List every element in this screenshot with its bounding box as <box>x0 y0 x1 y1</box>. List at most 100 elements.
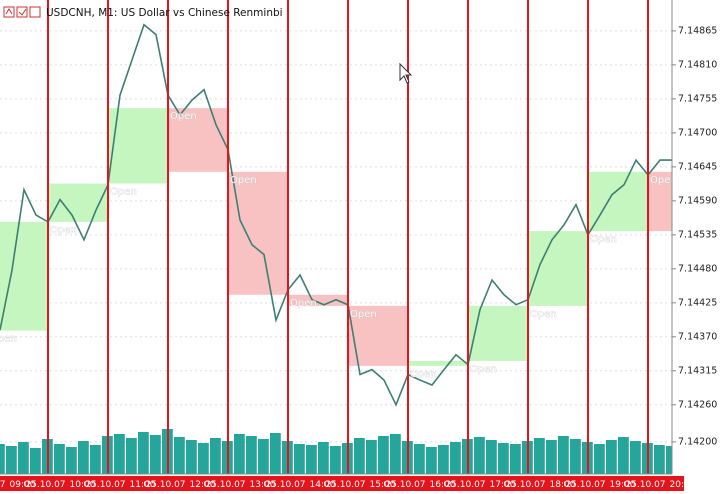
time-label-bg <box>252 476 324 491</box>
time-label-bg <box>192 476 264 491</box>
volume-bar <box>126 438 137 474</box>
hour-box <box>228 171 288 295</box>
volume-bar <box>30 448 41 474</box>
y-tick-label: 7.14425 <box>678 297 717 308</box>
time-label-date: 2025.10.07 <box>194 480 246 490</box>
time-label: 2025.10.07 09:00 <box>0 480 36 490</box>
time-label-date: 2025.10.07 <box>494 480 546 490</box>
plot-area: Open Open Open Open Open Open Open Open Open Open… <box>0 0 677 474</box>
time-label: 2025.10.07 19:00 <box>554 480 636 490</box>
time-label-time: 13:00 <box>250 480 276 490</box>
time-label-time: 17:00 <box>490 480 516 490</box>
volume-bar <box>378 436 389 474</box>
time-label-bg <box>312 476 384 491</box>
hour-box <box>648 171 672 232</box>
y-tick-label: 7.14200 <box>678 436 717 447</box>
time-label-date: 2025.10.07 <box>314 480 366 490</box>
volume-bar <box>186 440 197 474</box>
volume-bar <box>198 443 209 474</box>
y-tick-label: 7.14370 <box>678 331 717 342</box>
y-tick-label: 7.14535 <box>678 229 717 240</box>
hour-box <box>168 108 228 172</box>
hour-box <box>288 294 348 306</box>
volume-bar <box>366 440 377 474</box>
time-label-time: 20:00 <box>670 480 696 490</box>
y-tick-label: 7.14865 <box>678 25 717 36</box>
y-tick-label: 7.14810 <box>678 59 717 70</box>
open-label: Open <box>470 364 497 375</box>
time-label-date: 2025.10.07 <box>14 480 66 490</box>
time-label-time: 16:00 <box>430 480 456 490</box>
open-label: Open <box>590 234 617 245</box>
volume-bar <box>618 437 629 474</box>
volume-bar <box>666 446 677 474</box>
volume-bar <box>54 444 65 474</box>
volume-bar <box>546 440 557 474</box>
time-label: 2025.10.07 20:00 <box>614 480 696 490</box>
volume-bar <box>390 434 401 474</box>
hour-box <box>108 108 168 184</box>
time-label-date: 2025.10.07 <box>554 480 606 490</box>
volume-bar <box>0 444 5 474</box>
icon <box>18 8 27 16</box>
volume-bar <box>210 438 221 474</box>
chart-title: USDCNH, M1: US Dollar vs Chinese Renminb… <box>46 7 283 19</box>
volume-bar <box>246 436 257 474</box>
volume-bar <box>318 442 329 474</box>
volume-bar <box>66 447 77 474</box>
volume-bar <box>474 437 485 474</box>
volume-bar <box>630 441 641 474</box>
y-tick-label: 7.14480 <box>678 263 717 274</box>
volume-bar <box>234 434 245 474</box>
open-label: Open <box>230 175 257 186</box>
time-label-time: 12:00 <box>190 480 216 490</box>
time-label-bg <box>552 476 624 491</box>
volume-bar <box>426 447 437 474</box>
y-tick-label: 7.14315 <box>678 365 717 376</box>
volume-bar <box>354 438 365 474</box>
icon <box>3 6 15 18</box>
y-tick-label: 7.14755 <box>678 93 717 104</box>
time-label: 2025.10.07 15:00 <box>314 480 396 490</box>
volume-bar <box>18 442 29 474</box>
open-label: Open <box>170 111 197 122</box>
time-label-time: 19:00 <box>610 480 636 490</box>
time-label: 2025.10.07 14:00 <box>254 480 336 490</box>
icon <box>16 6 28 18</box>
icon <box>29 6 41 18</box>
time-label: 2025.10.07 11:00 <box>74 480 156 490</box>
time-label-bg <box>132 476 204 491</box>
volume-bar <box>594 444 605 474</box>
volume-bar <box>438 445 449 474</box>
time-label: 2025.10.07 18:00 <box>494 480 576 490</box>
volume-bar <box>294 444 305 474</box>
volume-bar <box>150 435 161 474</box>
volume-bar <box>174 437 185 474</box>
volume-bar <box>306 445 317 474</box>
icon <box>5 8 13 15</box>
time-label-date: 2025.10.07 <box>254 480 306 490</box>
time-label-date: 2025.10.07 <box>0 480 6 490</box>
volume-bar <box>486 440 497 474</box>
volume-bar <box>90 445 101 474</box>
time-label-time: 09:00 <box>10 480 36 490</box>
open-label: Open <box>290 298 317 309</box>
time-label-bg <box>0 476 24 491</box>
hour-box <box>0 221 48 331</box>
price-axis-bg <box>672 0 724 474</box>
time-label-bg <box>492 476 564 491</box>
time-label: 2025.10.07 12:00 <box>134 480 216 490</box>
volume-bar <box>558 436 569 474</box>
hour-box <box>408 360 468 366</box>
open-label: Open <box>650 175 677 186</box>
time-label-bg <box>432 476 504 491</box>
open-label: Open <box>350 309 377 320</box>
time-label-bg <box>612 476 684 491</box>
time-label-time: 15:00 <box>370 480 396 490</box>
volume-bar <box>138 432 149 474</box>
time-label-time: 18:00 <box>550 480 576 490</box>
time-label-time: 11:00 <box>130 480 156 490</box>
y-tick-label: 7.14645 <box>678 161 717 172</box>
